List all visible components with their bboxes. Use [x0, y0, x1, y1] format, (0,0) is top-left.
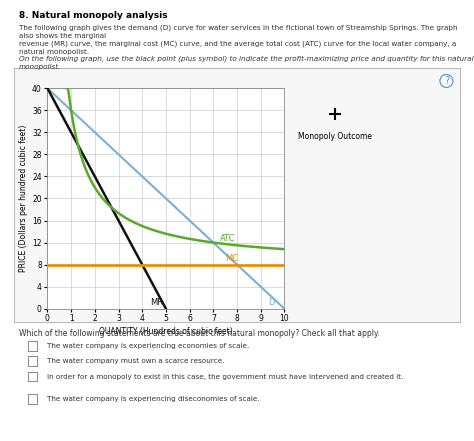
Text: Monopoly Outcome: Monopoly Outcome — [298, 132, 372, 141]
Text: In order for a monopoly to exist in this case, the government must have interven: In order for a monopoly to exist in this… — [47, 374, 404, 380]
Text: The water company is experiencing economies of scale.: The water company is experiencing econom… — [47, 343, 250, 349]
Text: MR: MR — [151, 298, 164, 307]
X-axis label: QUANTITY (Hundreds of cubic feet): QUANTITY (Hundreds of cubic feet) — [99, 327, 233, 336]
Text: Which of the following statements are true about this natural monopoly? Check al: Which of the following statements are tr… — [19, 329, 380, 337]
Text: The water company is experiencing diseconomies of scale.: The water company is experiencing diseco… — [47, 396, 260, 402]
Text: 8. Natural monopoly analysis: 8. Natural monopoly analysis — [19, 11, 168, 20]
Text: On the following graph, use the black point (plus symbol) to indicate the profit: On the following graph, use the black po… — [19, 55, 474, 70]
Text: The water company must own a scarce resource.: The water company must own a scarce reso… — [47, 358, 225, 364]
Y-axis label: PRICE (Dollars per hundred cubic feet): PRICE (Dollars per hundred cubic feet) — [19, 125, 28, 272]
Text: D: D — [268, 298, 275, 307]
Text: ?: ? — [444, 76, 449, 86]
Text: MC: MC — [225, 254, 238, 263]
Text: The following graph gives the demand (D) curve for water services in the fiction: The following graph gives the demand (D)… — [19, 24, 457, 55]
Text: ATC: ATC — [220, 234, 236, 243]
